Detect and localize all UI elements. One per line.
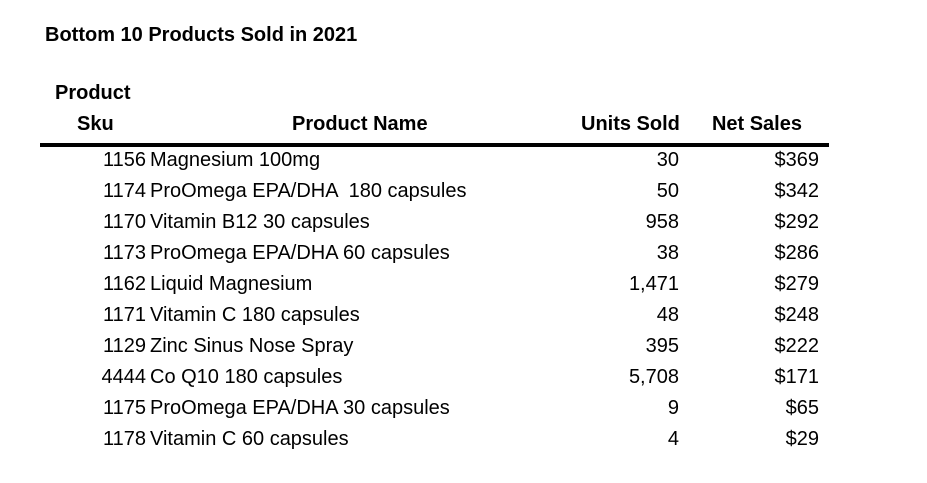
- table-row: 1170 Vitamin B12 30 capsules 958 $292: [0, 210, 927, 241]
- table-body: 1156 Magnesium 100mg 30 $369 1174 ProOme…: [0, 148, 927, 458]
- table-title: Bottom 10 Products Sold in 2021: [45, 24, 358, 46]
- net-sales-cell: $65: [785, 397, 819, 419]
- table-row: 1162 Liquid Magnesium 1,471 $279: [0, 272, 927, 303]
- table-row: 1156 Magnesium 100mg 30 $369: [0, 148, 927, 179]
- product-name-cell: Magnesium 100mg: [150, 149, 321, 171]
- table-row: 1129 Zinc Sinus Nose Spray 395 $222: [0, 334, 927, 365]
- product-name-cell: ProOmega EPA/DHA 30 capsules: [150, 397, 450, 419]
- product-name-cell: ProOmega EPA/DHA 60 capsules: [150, 242, 450, 264]
- units-sold-cell: 38: [656, 242, 679, 264]
- product-name-cell: Liquid Magnesium: [150, 273, 313, 295]
- sku-cell: 1174: [102, 180, 146, 202]
- table-row: 1175 ProOmega EPA/DHA 30 capsules 9 $65: [0, 396, 927, 427]
- net-sales-cell: $279: [774, 273, 820, 295]
- sku-cell: 1162: [102, 273, 146, 295]
- product-name-cell: Vitamin B12 30 capsules: [150, 211, 370, 233]
- sku-cell: 1170: [102, 211, 146, 233]
- header-net-sales: Net Sales: [711, 113, 802, 135]
- header-sku-line2: Sku: [77, 113, 114, 135]
- units-sold-cell: 1,471: [628, 273, 679, 295]
- net-sales-cell: $292: [774, 211, 820, 233]
- table-row: 4444 Co Q10 180 capsules 5,708 $171: [0, 365, 927, 396]
- table-row: 1173 ProOmega EPA/DHA 60 capsules 38 $28…: [0, 241, 927, 272]
- sku-cell: 1171: [102, 304, 146, 326]
- net-sales-cell: $342: [774, 180, 820, 202]
- net-sales-cell: $286: [774, 242, 820, 264]
- sku-cell: 1173: [102, 242, 146, 264]
- net-sales-cell: $171: [774, 366, 820, 388]
- units-sold-cell: 5,708: [628, 366, 679, 388]
- sku-cell: 1129: [102, 335, 146, 357]
- header-sku-line1: Product: [55, 82, 131, 104]
- table-row: 1171 Vitamin C 180 capsules 48 $248: [0, 303, 927, 334]
- sku-cell: 1175: [102, 397, 146, 419]
- units-sold-cell: 395: [645, 335, 679, 357]
- product-name-cell: Vitamin C 60 capsules: [150, 428, 349, 450]
- units-sold-cell: 958: [645, 211, 679, 233]
- sku-cell: 4444: [101, 366, 147, 388]
- net-sales-cell: $222: [774, 335, 820, 357]
- net-sales-cell: $369: [774, 149, 820, 171]
- product-name-cell: Zinc Sinus Nose Spray: [150, 335, 354, 357]
- units-sold-cell: 4: [667, 428, 679, 450]
- units-sold-cell: 50: [656, 180, 679, 202]
- product-name-cell: Vitamin C 180 capsules: [150, 304, 360, 326]
- units-sold-cell: 30: [656, 149, 679, 171]
- table-row: 1178 Vitamin C 60 capsules 4 $29: [0, 427, 927, 458]
- net-sales-cell: $248: [774, 304, 820, 326]
- sku-cell: 1156: [102, 149, 146, 171]
- table-row: 1174 ProOmega EPA/DHA 180 capsules 50 $3…: [0, 179, 927, 210]
- sku-cell: 1178: [102, 428, 146, 450]
- header-units-sold: Units Sold: [581, 113, 680, 135]
- header-divider: [40, 143, 829, 147]
- header-product-name: Product Name: [292, 113, 428, 135]
- product-name-cell: ProOmega EPA/DHA 180 capsules: [150, 180, 467, 202]
- units-sold-cell: 9: [667, 397, 679, 419]
- net-sales-cell: $29: [785, 428, 819, 450]
- units-sold-cell: 48: [656, 304, 679, 326]
- product-name-cell: Co Q10 180 capsules: [150, 366, 343, 388]
